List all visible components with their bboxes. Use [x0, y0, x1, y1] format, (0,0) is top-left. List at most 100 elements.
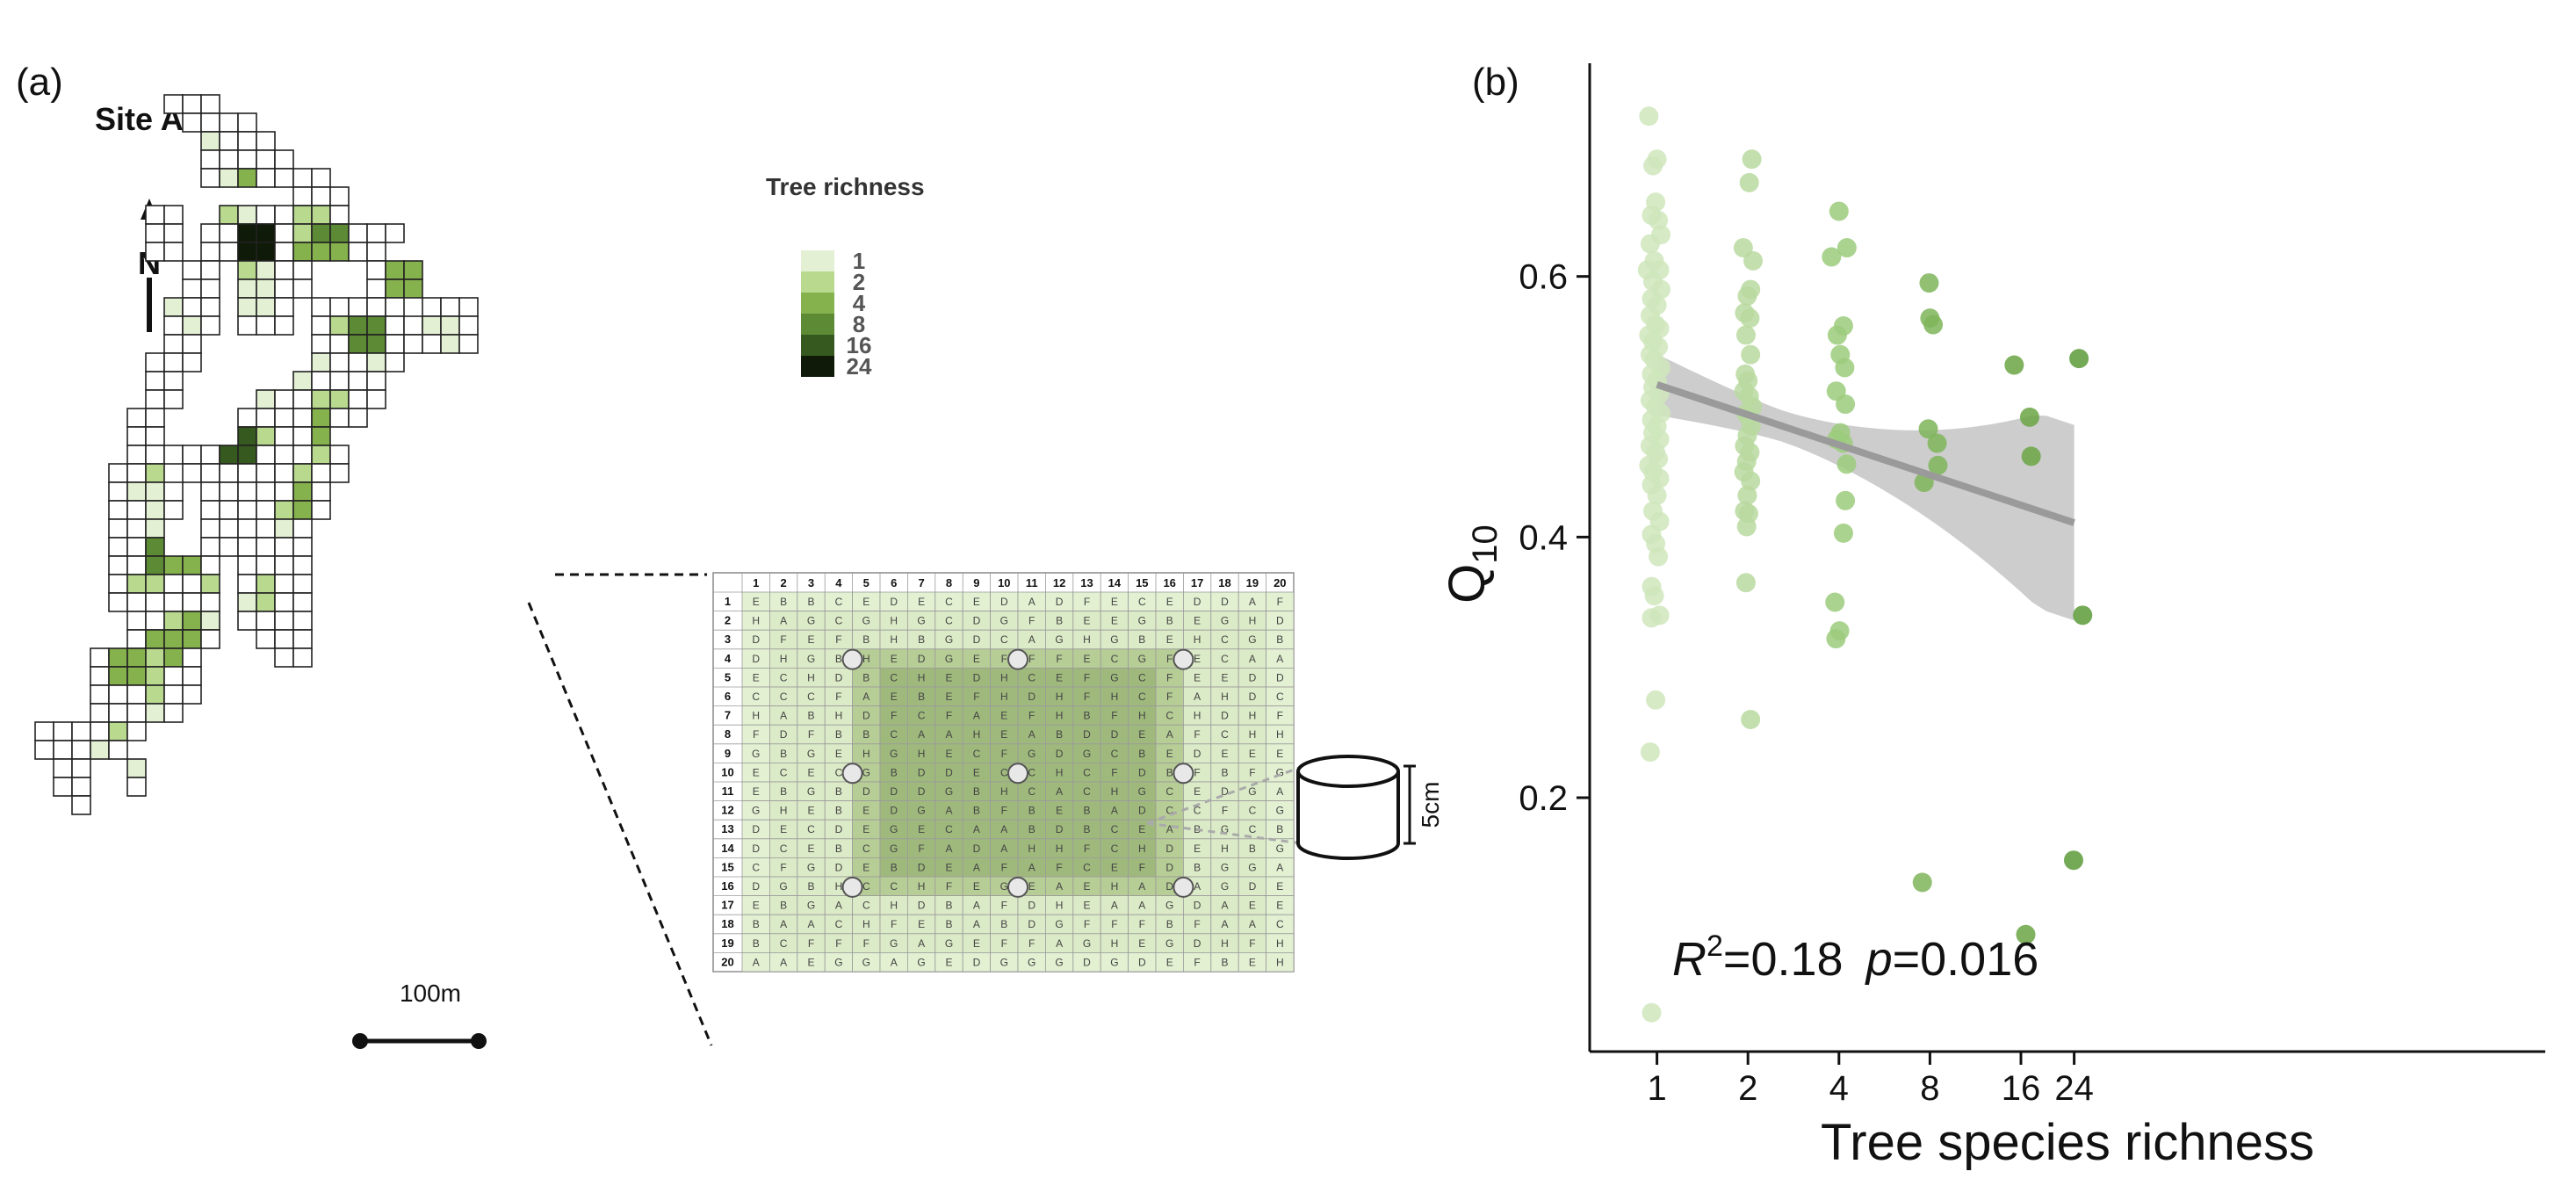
data-point — [1836, 490, 1856, 510]
grid-cell-letter: G — [1110, 633, 1118, 646]
grid-cell-letter: G — [834, 956, 842, 968]
grid-cell-letter: B — [1166, 918, 1173, 930]
grid-cell-letter: D — [1249, 691, 1257, 703]
grid-cell-letter: E — [1111, 596, 1118, 608]
grid-cell-letter: B — [835, 842, 842, 855]
grid-cell-letter: F — [1277, 710, 1283, 722]
grid-cell-letter: F — [835, 691, 841, 703]
grid-cell-letter: G — [807, 900, 815, 912]
grid-column-header: 15 — [1136, 576, 1148, 589]
grid-cell-letter: F — [1194, 728, 1200, 741]
data-point — [1919, 273, 1939, 293]
grid-cell-letter: H — [918, 748, 926, 760]
grid-cell-letter: F — [1056, 653, 1062, 665]
grid-cell-letter: D — [973, 842, 981, 855]
data-point — [1735, 325, 1756, 345]
grid-cell-letter: H — [1221, 842, 1229, 855]
grid-column-header: 17 — [1191, 576, 1203, 589]
data-point — [1739, 172, 1759, 192]
grid-column-header: 7 — [918, 576, 924, 589]
grid-cell-letter: F — [1084, 596, 1090, 608]
panel-b: (b) 1 2 4 8 16 24 0.20.40.6 Tree species rich… — [1439, 61, 2545, 1171]
grid-row-header: 10 — [721, 765, 733, 778]
grid-cell-letter: G — [862, 615, 870, 627]
grid-cell-letter: G — [1221, 823, 1229, 835]
x-tick-label: 4 — [1829, 1069, 1849, 1108]
grid-cell-letter: E — [1221, 748, 1228, 760]
data-point — [2019, 407, 2039, 427]
grid-cell-letter: H — [890, 900, 898, 912]
grid-cell-letter: D — [918, 861, 926, 873]
grid-cell-letter: E — [945, 748, 952, 760]
grid-cell-letter: D — [752, 653, 760, 665]
grid-cell-letter: C — [1083, 785, 1091, 798]
grid-cell-letter: H — [1056, 766, 1064, 778]
grid-cell-letter: A — [1056, 880, 1063, 893]
grid-cell-letter: C — [1138, 596, 1146, 608]
grid-cell-letter: C — [862, 900, 870, 912]
y-axis-title-main: Q — [1439, 564, 1496, 604]
sampling-point-icon — [841, 648, 863, 670]
grid-cell-letter: E — [807, 805, 814, 817]
plot-design-grid: 1 2 3 4 5 6 7 8 9 10 11 12 13 14 15 16 17 18 19 20123456789… — [712, 572, 1295, 973]
grid-cell-letter: B — [891, 861, 898, 873]
stats-annotation: R2=0.18 p=0.016 — [1672, 929, 2038, 986]
grid-cell-letter: D — [1056, 596, 1064, 608]
grid-cell-letter: A — [945, 728, 952, 741]
grid-cell-letter: F — [1139, 918, 1145, 930]
grid-cell-letter: E — [973, 653, 980, 665]
grid-cell-letter: H — [780, 653, 788, 665]
grid-cell-letter: F — [1084, 671, 1090, 683]
grid-cell-letter: F — [1028, 653, 1035, 665]
grid-cell-letter: B — [780, 785, 787, 798]
grid-column-header: 1 — [753, 576, 759, 589]
grid-cell-letter: E — [862, 861, 869, 873]
grid-cell-letter: D — [780, 728, 788, 741]
data-point — [1737, 286, 1757, 306]
grid-cell-letter: E — [891, 653, 898, 665]
p-letter: p — [1865, 933, 1893, 986]
grid-cell-letter: F — [1194, 918, 1200, 930]
legend-swatch — [801, 293, 834, 314]
scatter-chart: 1 2 4 8 16 24 0.20.40.6 Tree species richness… — [1439, 63, 2545, 1171]
data-point — [2063, 850, 2083, 871]
grid-cell-letter: B — [835, 805, 842, 817]
grid-cell-letter: D — [835, 671, 843, 683]
grid-cell-letter: D — [1221, 710, 1229, 722]
grid-cell-letter: B — [891, 766, 898, 778]
grid-cell-letter: A — [780, 615, 787, 627]
grid-cell-letter: A — [1194, 691, 1201, 703]
grid-cell-letter: H — [1249, 728, 1257, 741]
grid-cell-letter: H — [835, 710, 843, 722]
grid-cell-letter: B — [1166, 766, 1173, 778]
grid-cell-letter: G — [1165, 937, 1173, 950]
grid-cell-letter: E — [891, 691, 898, 703]
confidence-band — [1656, 354, 2075, 621]
grid-cell-letter: A — [891, 956, 898, 968]
grid-cell-letter: C — [1138, 671, 1146, 683]
grid-cell-letter: D — [752, 633, 760, 646]
data-point — [1826, 629, 1846, 649]
grid-cell-letter: H — [1194, 710, 1201, 722]
data-point — [1735, 573, 1756, 593]
grid-cell-letter: E — [862, 596, 869, 608]
grid-cell-letter: E — [1000, 710, 1007, 722]
grid-cell-letter: C — [780, 937, 788, 950]
grid-cell-letter: E — [945, 861, 952, 873]
grid-cell-letter: B — [1276, 633, 1283, 646]
grid-cell-letter: B — [835, 728, 842, 741]
grid-cell-letter: H — [918, 671, 926, 683]
grid-cell-letter: H — [1111, 880, 1119, 893]
grid-cell-letter: C — [1083, 766, 1091, 778]
legend-label: 4 — [853, 290, 866, 316]
grid-cell-letter: B — [807, 596, 814, 608]
grid-cell-letter: A — [1221, 900, 1228, 912]
grid-cell-letter: E — [1249, 748, 1256, 760]
grid-cell-letter: A — [1249, 596, 1256, 608]
grid-cell-letter: G — [1000, 880, 1008, 893]
grid-cell-letter: E — [1276, 748, 1283, 760]
grid-cell-letter: B — [807, 710, 814, 722]
legend-label: 1 — [853, 248, 865, 274]
grid-cell-letter: F — [1084, 918, 1090, 930]
